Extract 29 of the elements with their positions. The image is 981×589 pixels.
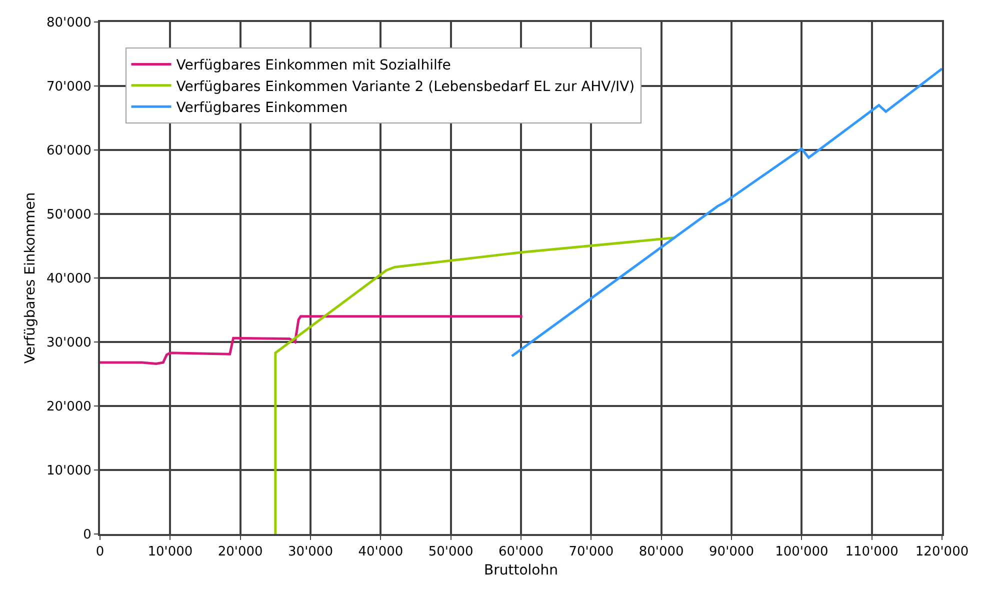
- y-tick-label: 0: [83, 528, 92, 543]
- x-tick-label: 30'000: [288, 544, 333, 560]
- line-series: [100, 315, 524, 366]
- x-tick-label: 70'000: [568, 544, 614, 560]
- x-tick-label: 10'000: [148, 544, 193, 560]
- x-tick-label: 60'000: [498, 544, 544, 560]
- y-tick-label: 70'000: [46, 80, 92, 95]
- legend-label: Verfügbares Einkommen Variante 2 (Lebensbedarf EL zur AHV/IV): [176, 78, 635, 95]
- y-tick-label: 10'000: [46, 464, 92, 479]
- y-tick-label: 20'000: [46, 400, 92, 415]
- x-tick-label: 120'000: [915, 544, 969, 560]
- y-tick-label: 60'000: [46, 144, 92, 159]
- y-tick-label: 80'000: [46, 16, 92, 31]
- line-series: [274, 236, 677, 534]
- y-tick-label: 40'000: [46, 272, 92, 287]
- x-tick-label: 80'000: [638, 544, 684, 560]
- legend-label: Verfügbares Einkommen: [176, 100, 348, 116]
- legend-label: Verfügbares Einkommen mit Sozialhilfe: [176, 58, 451, 74]
- y-axis-title: Verfügbares Einkommen: [22, 192, 39, 364]
- x-tick-label: 20'000: [218, 544, 263, 560]
- y-tick-label: 30'000: [46, 336, 92, 351]
- x-axis-title: Bruttolohn: [484, 562, 558, 578]
- x-tick-label: 110'000: [845, 544, 898, 560]
- x-tick-label: 50'000: [428, 544, 474, 560]
- x-tick-label: 40'000: [358, 544, 404, 560]
- x-tick-label: 90'000: [709, 544, 754, 560]
- x-tick-label: 0: [96, 544, 104, 560]
- y-tick-label: 50'000: [46, 208, 92, 223]
- x-tick-label: 100'000: [775, 544, 828, 560]
